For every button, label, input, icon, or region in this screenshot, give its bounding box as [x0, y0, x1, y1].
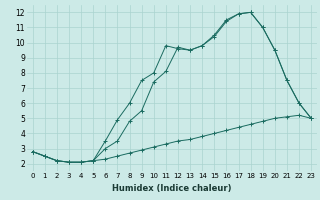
X-axis label: Humidex (Indice chaleur): Humidex (Indice chaleur) [112, 184, 232, 193]
